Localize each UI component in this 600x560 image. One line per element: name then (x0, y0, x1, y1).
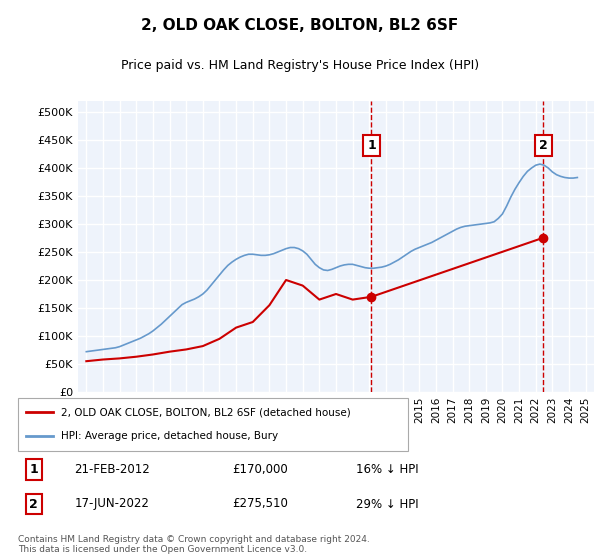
Text: 2: 2 (539, 139, 548, 152)
Text: Price paid vs. HM Land Registry's House Price Index (HPI): Price paid vs. HM Land Registry's House … (121, 59, 479, 72)
Text: 21-FEB-2012: 21-FEB-2012 (74, 463, 150, 476)
Text: HPI: Average price, detached house, Bury: HPI: Average price, detached house, Bury (61, 431, 278, 441)
Text: Contains HM Land Registry data © Crown copyright and database right 2024.
This d: Contains HM Land Registry data © Crown c… (18, 534, 370, 554)
Text: 1: 1 (367, 139, 376, 152)
Text: 2, OLD OAK CLOSE, BOLTON, BL2 6SF: 2, OLD OAK CLOSE, BOLTON, BL2 6SF (142, 18, 458, 32)
Text: £170,000: £170,000 (232, 463, 288, 476)
Text: 16% ↓ HPI: 16% ↓ HPI (356, 463, 419, 476)
Text: 1: 1 (29, 463, 38, 476)
Text: 29% ↓ HPI: 29% ↓ HPI (356, 497, 419, 511)
FancyBboxPatch shape (18, 398, 408, 451)
Text: £275,510: £275,510 (232, 497, 288, 511)
Text: 2, OLD OAK CLOSE, BOLTON, BL2 6SF (detached house): 2, OLD OAK CLOSE, BOLTON, BL2 6SF (detac… (61, 408, 350, 418)
Text: 2: 2 (29, 497, 38, 511)
Text: 17-JUN-2022: 17-JUN-2022 (74, 497, 149, 511)
